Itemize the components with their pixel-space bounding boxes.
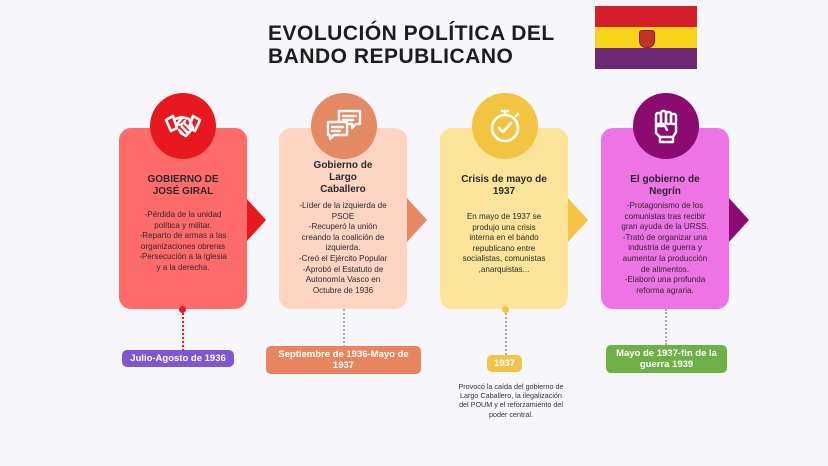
stage-2-period: Septiembre de 1936-Mayo de 1937 [266,346,421,374]
stage-1-body: -Pérdida de la unidad política y militar… [139,210,227,272]
raised-fist-icon [654,109,678,144]
stage-3-icon-circle [472,93,538,159]
stage-3-body: En mayo de 1937 se produjo una crisis in… [462,212,546,274]
stage-2-arrow [407,198,427,242]
stage-4-icon-circle [633,93,699,159]
stage-3-connector [505,309,507,355]
coat-of-arms-icon [639,30,655,48]
stage-3-arrow [568,198,588,242]
flag-band-purple [595,48,697,69]
stage-2-title: Gobierno de Largo Caballero [313,160,373,195]
stage-4-connector [665,309,667,345]
stage-4-title: El gobierno de Negrín [630,174,700,197]
republic-flag [595,6,697,69]
stage-1-period: Julio-Agosto de 1936 [122,350,234,367]
stage-3-dot [502,306,509,313]
stage-1-connector [182,309,184,351]
chat-bubbles-icon [326,109,362,141]
title-line-2: BANDO REPUBLICANO [268,45,514,68]
stage-1-title: GOBIERNO DE JOSÉ GIRAL [147,174,219,197]
stage-4-arrow [729,198,749,242]
stage-1-arrow [246,198,266,242]
stage-1-dot [179,306,186,313]
handshake-icon [164,114,202,138]
stage-1-card: GOBIERNO DE JOSÉ GIRAL -Pérdida de la un… [119,128,247,309]
stage-4-body: -Protagonismo de los comunistas tras rec… [621,201,709,295]
stage-3-note: Provocó la caída del gobierno de Largo C… [458,382,564,419]
stage-1-icon-circle [150,93,216,159]
title-line-1: EVOLUCIÓN POLÍTICA DEL [268,22,555,45]
stopwatch-icon [490,109,520,143]
flag-band-red [595,6,697,27]
page-title: EVOLUCIÓN POLÍTICA DEL BANDO REPUBLICANO [268,22,588,68]
stage-3-period: 1937 [487,355,522,372]
stage-2-card: Gobierno de Largo Caballero -Líder de la… [279,128,407,309]
stage-2-connector [343,309,345,347]
stage-2-icon-circle [311,93,377,159]
stage-3-title: Crisis de mayo de 1937 [461,174,547,197]
stage-2-body: -Líder de la izquierda de PSOE -Recuperó… [298,201,388,295]
stage-4-period: Mayo de 1937-fin de la guerra 1939 [606,345,727,373]
